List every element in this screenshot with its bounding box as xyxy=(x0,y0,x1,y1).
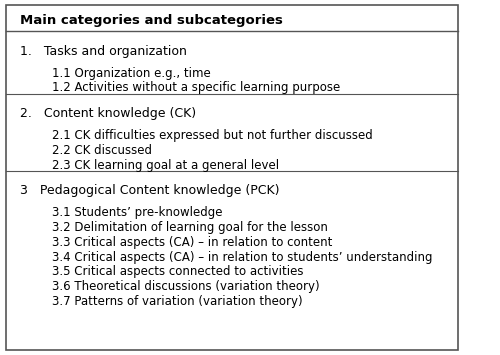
Text: 3.6 Theoretical discussions (variation theory): 3.6 Theoretical discussions (variation t… xyxy=(52,280,320,293)
Text: 2.   Content knowledge (CK): 2. Content knowledge (CK) xyxy=(20,107,196,120)
Text: 3.4 Critical aspects (CA) – in relation to students’ understanding: 3.4 Critical aspects (CA) – in relation … xyxy=(52,251,432,264)
Text: 3   Pedagogical Content knowledge (PCK): 3 Pedagogical Content knowledge (PCK) xyxy=(20,184,280,197)
FancyBboxPatch shape xyxy=(6,5,458,350)
Text: 3.7 Patterns of variation (variation theory): 3.7 Patterns of variation (variation the… xyxy=(52,295,303,308)
Text: 2.1 CK difficulties expressed but not further discussed: 2.1 CK difficulties expressed but not fu… xyxy=(52,129,373,142)
Text: 2.3 CK learning goal at a general level: 2.3 CK learning goal at a general level xyxy=(52,159,280,171)
Text: 1.1 Organization e.g., time: 1.1 Organization e.g., time xyxy=(52,67,211,80)
Text: Main categories and subcategories: Main categories and subcategories xyxy=(20,14,282,27)
Text: 3.5 Critical aspects connected to activities: 3.5 Critical aspects connected to activi… xyxy=(52,266,304,278)
Text: 1.2 Activities without a specific learning purpose: 1.2 Activities without a specific learni… xyxy=(52,81,341,94)
Text: 3.2 Delimitation of learning goal for the lesson: 3.2 Delimitation of learning goal for th… xyxy=(52,221,328,234)
Text: 2.2 CK discussed: 2.2 CK discussed xyxy=(52,144,152,157)
Text: 1.   Tasks and organization: 1. Tasks and organization xyxy=(20,45,186,58)
Text: 3.3 Critical aspects (CA) – in relation to content: 3.3 Critical aspects (CA) – in relation … xyxy=(52,236,332,249)
Text: 3.1 Students’ pre-knowledge: 3.1 Students’ pre-knowledge xyxy=(52,206,222,219)
